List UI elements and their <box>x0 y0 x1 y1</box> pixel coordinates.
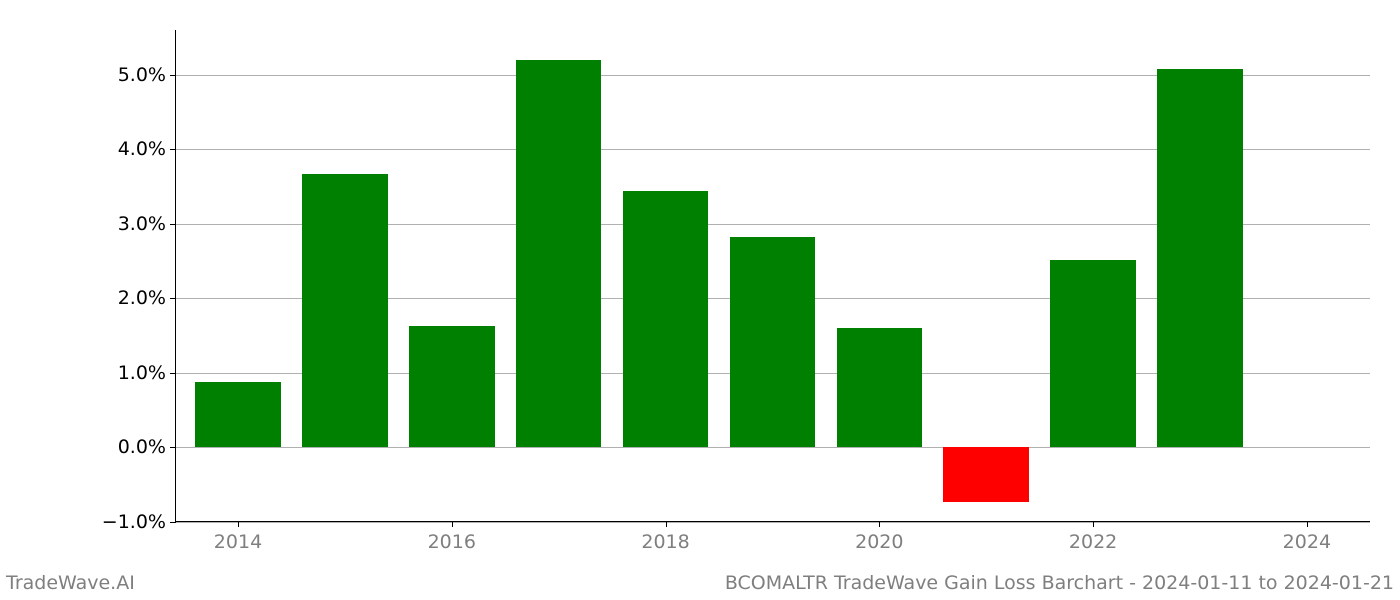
bar <box>1050 260 1136 448</box>
ytick-label: 2.0% <box>118 287 176 309</box>
bar <box>623 191 709 447</box>
footer-left-text: TradeWave.AI <box>6 572 135 594</box>
bar <box>837 328 923 447</box>
gridline <box>176 522 1370 523</box>
ytick-label: 0.0% <box>118 436 176 458</box>
ytick-label: 3.0% <box>118 213 176 235</box>
bar <box>409 326 495 448</box>
footer-right-text: BCOMALTR TradeWave Gain Loss Barchart - … <box>725 572 1394 594</box>
xtick-label: 2014 <box>214 521 262 553</box>
xtick-label: 2018 <box>641 521 689 553</box>
ytick-label: −1.0% <box>102 511 176 533</box>
bar <box>516 60 602 448</box>
xtick-label: 2016 <box>428 521 476 553</box>
bar <box>730 237 816 447</box>
ytick-label: 5.0% <box>118 64 176 86</box>
xtick-label: 2022 <box>1069 521 1117 553</box>
bar <box>195 382 281 448</box>
plot-area: −1.0%0.0%1.0%2.0%3.0%4.0%5.0%20142016201… <box>175 30 1370 522</box>
bar <box>943 447 1029 501</box>
gridline <box>176 447 1370 448</box>
ytick-label: 4.0% <box>118 138 176 160</box>
xtick-label: 2024 <box>1283 521 1331 553</box>
chart-container: −1.0% 0.0% 1.0% 2.0% 3.0% 4.0% 5.0% 2014 2016 201… <box>0 0 1400 600</box>
bar <box>302 174 388 448</box>
bar <box>1157 69 1243 448</box>
xtick-label: 2020 <box>855 521 903 553</box>
ytick-label: 1.0% <box>118 362 176 384</box>
